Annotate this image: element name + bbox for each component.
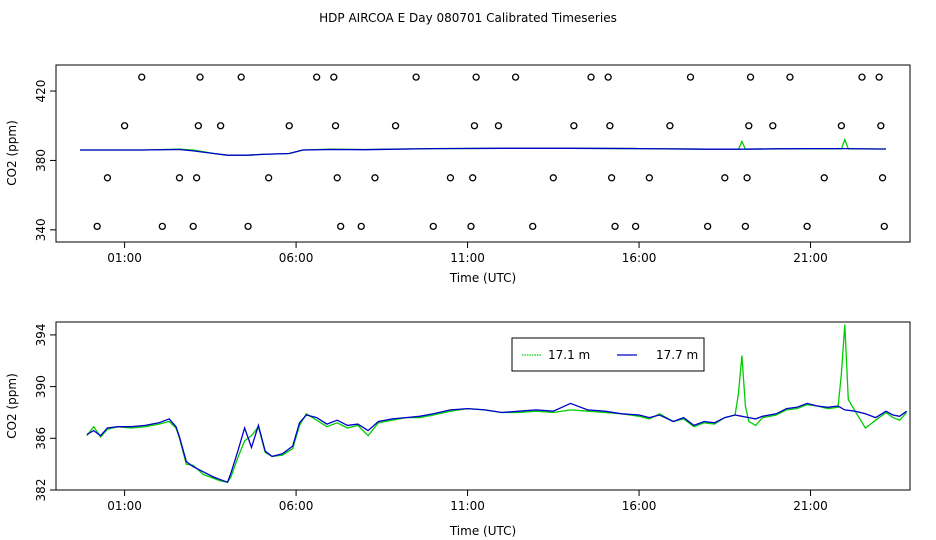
data-point bbox=[333, 174, 341, 182]
y-tick-label: 382 bbox=[34, 479, 48, 502]
data-point bbox=[158, 222, 166, 231]
top-x-axis-label: Time (UTC) bbox=[449, 271, 516, 285]
data-point bbox=[429, 222, 437, 231]
y-tick-label: 394 bbox=[34, 323, 48, 346]
data-point bbox=[189, 222, 197, 231]
data-point bbox=[285, 122, 293, 130]
data-point bbox=[192, 174, 201, 182]
legend-label-17-1m: 17.1 m bbox=[548, 348, 590, 362]
data-point bbox=[878, 174, 887, 182]
data-point bbox=[606, 122, 614, 130]
legend: 17.1 m 17.7 m bbox=[511, 337, 705, 372]
data-point bbox=[741, 222, 750, 231]
data-point bbox=[103, 174, 112, 182]
x-tick-label: 11:00 bbox=[450, 499, 485, 513]
data-point bbox=[469, 174, 477, 182]
data-point bbox=[858, 73, 866, 81]
data-point bbox=[371, 174, 379, 182]
x-tick-label: 16:00 bbox=[622, 251, 657, 265]
bottom-y-axis-label: CO2 (ppm) bbox=[5, 373, 19, 439]
bottom-plot-frame bbox=[55, 321, 911, 491]
y-tick-label: 386 bbox=[34, 427, 48, 450]
data-point bbox=[587, 73, 595, 81]
data-point bbox=[244, 222, 252, 231]
data-point bbox=[196, 73, 204, 81]
data-point bbox=[511, 73, 520, 81]
data-point bbox=[331, 122, 340, 130]
data-point bbox=[837, 122, 846, 130]
chart-title: HDP AIRCOA E Day 080701 Calibrated Times… bbox=[319, 11, 617, 25]
y-tick-label: 340 bbox=[34, 218, 48, 241]
data-point bbox=[330, 73, 338, 81]
data-point bbox=[391, 122, 400, 130]
data-point bbox=[604, 73, 612, 81]
x-tick-label: 11:00 bbox=[450, 251, 485, 265]
data-point bbox=[880, 222, 888, 231]
legend-label-17-7m: 17.7 m bbox=[656, 348, 698, 362]
data-point bbox=[175, 174, 184, 182]
data-point bbox=[721, 174, 729, 182]
data-point bbox=[631, 222, 640, 231]
top-panel: 01:00 06:00 11:00 16:00 21:00 340 380 420 Time… bbox=[5, 64, 911, 285]
x-tick-label: 01:00 bbox=[107, 251, 142, 265]
x-tick-label: 06:00 bbox=[279, 251, 314, 265]
data-point bbox=[743, 174, 751, 182]
data-point bbox=[264, 174, 273, 182]
x-tick-label: 21:00 bbox=[793, 251, 828, 265]
data-point bbox=[93, 222, 101, 231]
data-point bbox=[216, 122, 225, 130]
data-point bbox=[313, 73, 321, 81]
data-point bbox=[820, 174, 828, 182]
series-line-17-1m bbox=[86, 324, 908, 483]
legend-box bbox=[511, 337, 705, 372]
x-tick-label: 16:00 bbox=[622, 499, 657, 513]
data-point bbox=[470, 122, 479, 130]
data-point bbox=[877, 122, 885, 130]
data-point bbox=[337, 222, 345, 231]
bottom-panel: 01:00 06:00 11:00 16:00 21:00 382 386 390 394 T… bbox=[5, 321, 911, 538]
data-point bbox=[875, 73, 883, 81]
data-point bbox=[494, 122, 503, 130]
x-tick-label: 01:00 bbox=[107, 499, 142, 513]
data-point bbox=[467, 222, 475, 231]
data-point bbox=[472, 73, 480, 81]
data-point bbox=[529, 222, 537, 231]
x-tick-label: 06:00 bbox=[279, 499, 314, 513]
bottom-x-axis-label: Time (UTC) bbox=[449, 524, 516, 538]
y-tick-label: 380 bbox=[34, 149, 48, 172]
data-point bbox=[611, 222, 619, 231]
data-point bbox=[120, 122, 129, 130]
y-tick-label: 390 bbox=[34, 375, 48, 398]
series-line-17-7m bbox=[86, 402, 907, 484]
series-line-17-7m bbox=[80, 147, 886, 156]
data-point bbox=[686, 73, 695, 81]
series-line-17-1m bbox=[80, 137, 886, 156]
data-point bbox=[703, 222, 712, 231]
data-point bbox=[549, 174, 557, 182]
data-point bbox=[786, 73, 794, 81]
data-point bbox=[570, 122, 578, 130]
data-point bbox=[446, 174, 455, 182]
y-tick-label: 420 bbox=[34, 80, 48, 103]
data-point bbox=[194, 122, 202, 130]
data-point bbox=[138, 73, 146, 81]
top-y-axis-label: CO2 (ppm) bbox=[5, 120, 19, 186]
data-point bbox=[666, 122, 674, 130]
data-point bbox=[769, 122, 777, 130]
data-point bbox=[412, 73, 420, 81]
data-point bbox=[745, 122, 753, 130]
data-point bbox=[357, 222, 365, 231]
data-point bbox=[645, 174, 653, 182]
top-plot-frame bbox=[55, 64, 911, 243]
data-point bbox=[237, 73, 245, 81]
data-point bbox=[746, 73, 755, 81]
data-point bbox=[607, 174, 616, 182]
x-tick-label: 21:00 bbox=[793, 499, 828, 513]
data-point bbox=[803, 222, 811, 231]
